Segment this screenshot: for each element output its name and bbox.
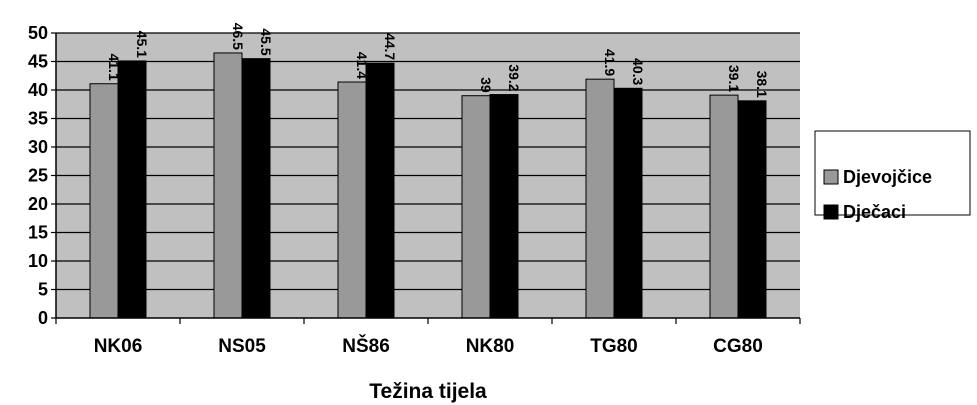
bar-ns86-djecaci: [365, 62, 395, 319]
bar-nk06-djecaci: [117, 60, 147, 319]
y-tick-label: 35: [28, 109, 48, 129]
data-label-ns05-djecaci: 45.5: [258, 28, 274, 55]
data-label-nk06-djevojcice: 41.1: [106, 53, 122, 80]
x-tick-label-nk06: NK06: [94, 336, 143, 357]
x-tick-labels: NK06 NS05 NŠ86 NK80 TG80 CG80: [94, 335, 763, 357]
x-tick-label-ns86: NŠ86: [342, 335, 390, 357]
data-label-tg80-djevojcice: 41.9: [602, 49, 618, 76]
bar-nk80-djevojcice: [461, 95, 491, 319]
legend-label-djevojcice: Djevojčice: [843, 167, 932, 187]
data-label-ns86-djevojcice: 41.4: [354, 52, 370, 79]
y-tick-label: 20: [28, 194, 48, 214]
x-axis-title: Težina tijela: [369, 380, 487, 403]
y-tick-label: 50: [28, 23, 48, 43]
y-tick-labels: 0 5 10 15 20 25 30 35 40 45 50: [28, 23, 48, 328]
x-tick-label-ns05: NS05: [218, 336, 266, 357]
y-tick-label: 25: [28, 166, 48, 186]
x-tick-label-tg80: TG80: [590, 336, 638, 357]
y-tick-label: 30: [28, 137, 48, 157]
x-tick-label-cg80: CG80: [713, 336, 763, 357]
bar-cg80-djevojcice: [709, 94, 739, 319]
data-label-nk06-djecaci: 45.1: [134, 31, 150, 58]
y-tick-label: 0: [38, 308, 48, 328]
legend-box: [814, 130, 971, 216]
axes: [51, 32, 801, 324]
data-label-cg80-djevojcice: 39.1: [726, 65, 742, 92]
bar-ns05-djecaci: [241, 58, 271, 319]
bar-tg80-djecaci: [613, 87, 643, 319]
bar-tg80-djevojcice: [585, 78, 615, 319]
bar-ns05-djevojcice: [213, 52, 243, 319]
data-label-ns05-djevojcice: 46.5: [230, 23, 246, 50]
gridlines: [56, 32, 800, 291]
legend: Djevojčice Dječaci: [814, 130, 971, 222]
data-label-nk80-djevojcice: 39: [478, 77, 494, 93]
x-tick-label-nk80: NK80: [466, 336, 515, 357]
legend-swatch-djecaci: [823, 204, 839, 220]
data-label-nk80-djecaci: 39.2: [506, 64, 522, 91]
data-labels: 41.1 45.1 46.5 45.5 41.4 44.7 39 39.2 41.9 40.3 39…: [106, 23, 770, 98]
y-tick-label: 45: [28, 52, 48, 72]
bar-ns86-djevojcice: [337, 81, 367, 319]
bar-nk06-djevojcice: [89, 83, 119, 319]
y-tick-label: 10: [28, 251, 48, 271]
bar-nk80-djecaci: [489, 94, 519, 319]
data-label-tg80-djecaci: 40.3: [630, 58, 646, 85]
legend-label-djecaci: Dječaci: [843, 202, 906, 222]
y-tick-label: 40: [28, 80, 48, 100]
bars: [89, 52, 767, 319]
data-label-cg80-djecaci: 38.1: [754, 71, 770, 98]
bar-cg80-djecaci: [737, 100, 767, 319]
y-tick-label: 15: [28, 223, 48, 243]
data-label-ns86-djecaci: 44.7: [382, 33, 398, 60]
y-tick-label: 5: [38, 280, 48, 300]
legend-swatch-djevojcice: [823, 169, 839, 185]
